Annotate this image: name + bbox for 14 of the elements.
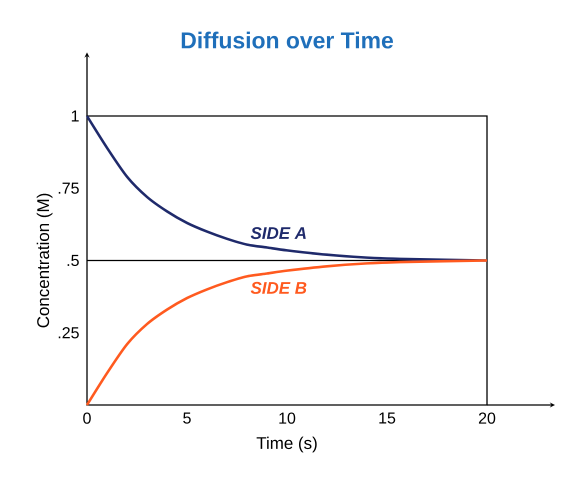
y-tick-label: .25 xyxy=(58,327,79,338)
x-tick-label: 0 xyxy=(83,412,91,424)
x-tick-label: 10 xyxy=(279,412,296,424)
series-label: SIDE B xyxy=(250,282,306,294)
x-tick-label: 20 xyxy=(478,412,496,424)
x-tick-label: 15 xyxy=(379,412,396,424)
x-axis-title: Time (s) xyxy=(256,436,317,452)
y-tick-label: .5 xyxy=(68,254,79,266)
y-tick-label: .75 xyxy=(58,182,79,194)
x-tick-label: 5 xyxy=(183,412,191,424)
y-axis-title: Concentration (M) xyxy=(36,194,52,328)
y-tick-label: 1 xyxy=(72,110,79,122)
chart-title: Diffusion over Time xyxy=(182,32,393,48)
series-label: SIDE A xyxy=(250,227,306,240)
